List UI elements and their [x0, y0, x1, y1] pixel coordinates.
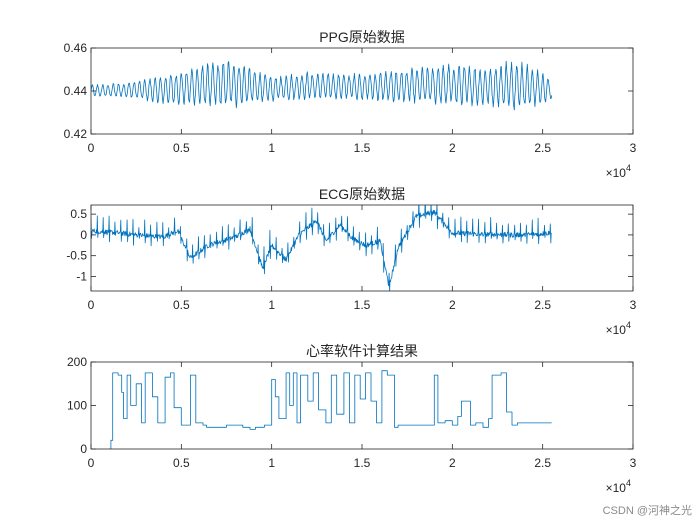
ecg-x-exponent-label: ×104	[606, 320, 631, 337]
ppg-y-tick-label: 0.44	[64, 84, 88, 98]
ppg-x-tick-label: 0.5	[173, 141, 190, 155]
heart-rate-x-tick-label: 3	[630, 456, 637, 470]
ecg-x-tick-label: 1	[268, 298, 275, 312]
watermark: CSDN @河神之光	[602, 505, 692, 517]
ppg-y-tick-label: 0.46	[64, 41, 88, 55]
ecg-x-tick-label: 0	[88, 298, 95, 312]
ecg-y-tick-label: -1	[76, 269, 87, 283]
ppg-x-tick-label: 1.5	[354, 141, 371, 155]
ecg-x-tick-label: 1.5	[354, 298, 371, 312]
ppg-x-tick-label: 1	[268, 141, 275, 155]
heart-rate-chart-title: 心率软件计算结果	[306, 343, 418, 359]
ppg-x-tick-label: 3	[630, 141, 637, 155]
ppg-series-line	[91, 60, 553, 111]
heart-rate-x-tick-label: 2.5	[534, 456, 551, 470]
ecg-axes-box	[90, 204, 634, 292]
ecg-y-tick-label: 0.5	[70, 207, 87, 221]
ecg-x-tick-label: 2.5	[534, 298, 551, 312]
heart-rate-y-tick-label: 0	[80, 442, 87, 456]
heart-rate-y-tick-label: 100	[67, 399, 87, 413]
ppg-x-exponent-label: ×104	[606, 163, 631, 180]
ppg-x-tick-label: 0	[88, 141, 95, 155]
ppg-subplot: PPG原始数据 0 0.5 1 1.5 2 2.5 3 0.42 0.44 0.46 ×104	[64, 29, 637, 180]
heart-rate-axes-box	[90, 361, 634, 450]
heart-rate-x-tick-label: 2	[449, 456, 456, 470]
ecg-series-line	[91, 205, 552, 291]
ecg-x-tick-label: 3	[630, 298, 637, 312]
heart-rate-y-tick-label: 200	[67, 355, 87, 369]
ecg-x-tick-label: 0.5	[173, 298, 190, 312]
ecg-chart-title: ECG原始数据	[319, 186, 405, 202]
ppg-x-tick-label: 2.5	[534, 141, 551, 155]
ppg-y-tick-label: 0.42	[64, 127, 88, 141]
ppg-chart-title: PPG原始数据	[319, 29, 405, 45]
heart-rate-x-tick-label: 0	[88, 456, 95, 470]
ecg-y-tick-label: 0	[80, 228, 87, 242]
heart-rate-subplot: 心率软件计算结果 0 0.5 1 1.5 2 2.5 3 0 100 200 ×104	[67, 343, 637, 495]
ppg-x-tick-label: 2	[449, 141, 456, 155]
heart-rate-x-tick-label: 1	[268, 456, 275, 470]
heart-rate-series-line	[109, 370, 552, 449]
ecg-x-tick-label: 2	[449, 298, 456, 312]
heart-rate-x-tick-label: 0.5	[173, 456, 190, 470]
heart-rate-x-exponent-label: ×104	[606, 478, 631, 495]
ecg-y-tick-label: -0.5	[66, 249, 87, 263]
ecg-subplot: ECG原始数据 0 0.5 1 1.5 2 2.5 3 0.5 0 -0.5 -1 ×104	[66, 186, 636, 337]
heart-rate-x-tick-label: 1.5	[354, 456, 371, 470]
